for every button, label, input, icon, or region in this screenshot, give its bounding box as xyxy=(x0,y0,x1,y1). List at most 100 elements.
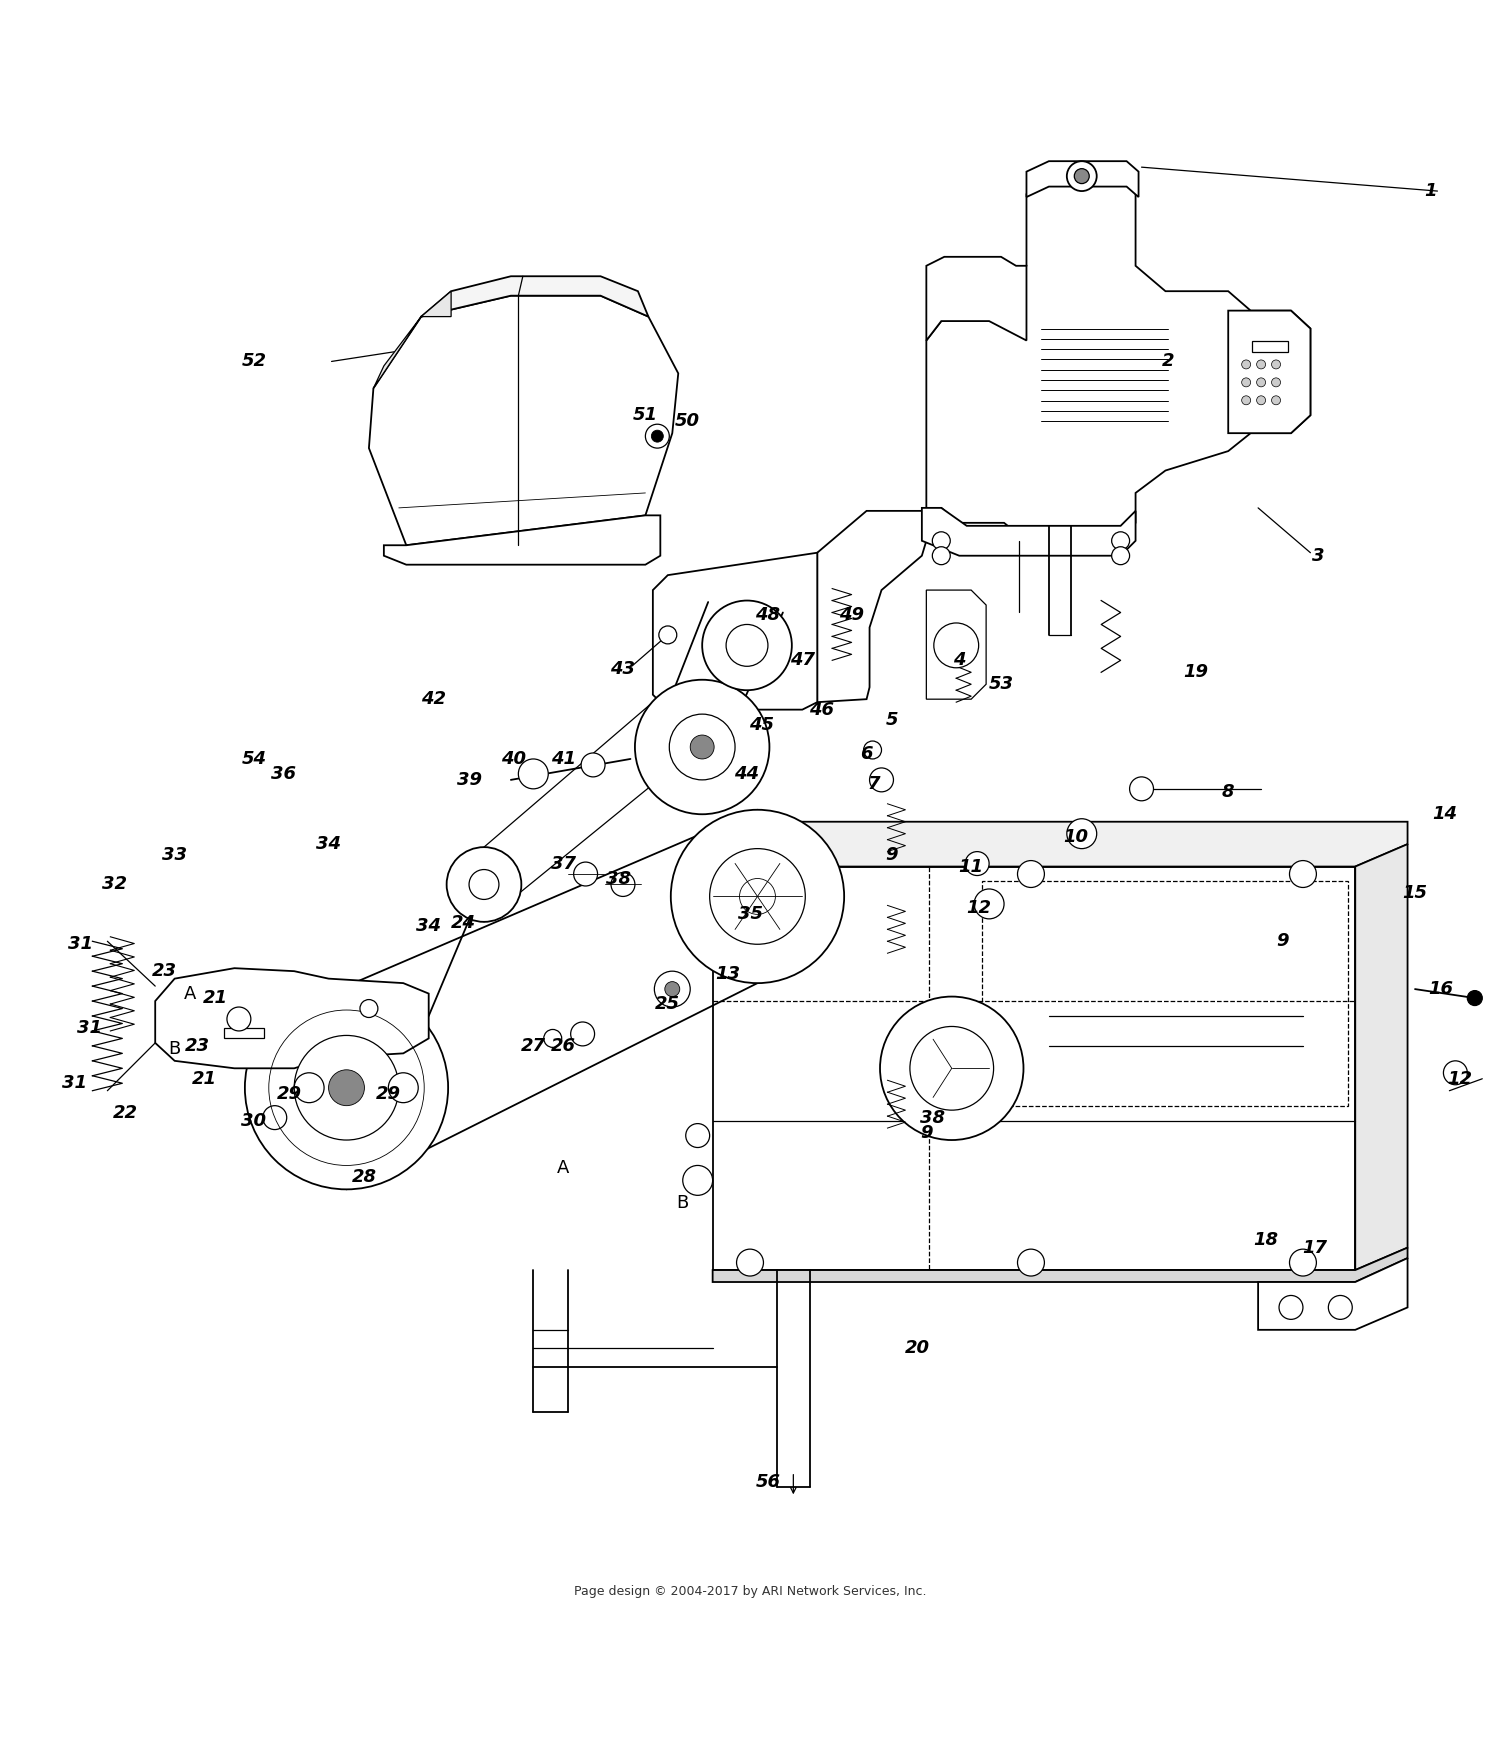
Polygon shape xyxy=(712,822,1407,867)
Circle shape xyxy=(686,1123,709,1148)
Circle shape xyxy=(651,430,663,443)
Text: 4: 4 xyxy=(952,651,966,670)
Circle shape xyxy=(1272,360,1281,368)
Text: 28: 28 xyxy=(352,1169,376,1186)
Circle shape xyxy=(658,626,676,643)
Text: Page design © 2004-2017 by ARI Network Services, Inc.: Page design © 2004-2017 by ARI Network S… xyxy=(573,1585,926,1597)
Polygon shape xyxy=(927,591,986,700)
Circle shape xyxy=(670,809,844,984)
Circle shape xyxy=(1290,1250,1317,1276)
Text: 21: 21 xyxy=(202,989,228,1007)
Circle shape xyxy=(1257,360,1266,368)
Text: 6: 6 xyxy=(861,746,873,763)
Text: 20: 20 xyxy=(904,1338,930,1358)
Polygon shape xyxy=(1356,844,1407,1269)
Circle shape xyxy=(1112,532,1130,550)
Text: 40: 40 xyxy=(501,749,526,769)
Circle shape xyxy=(1257,377,1266,386)
Text: 41: 41 xyxy=(550,749,576,769)
Circle shape xyxy=(470,869,500,899)
Polygon shape xyxy=(422,277,648,317)
Circle shape xyxy=(1112,547,1130,564)
Text: 31: 31 xyxy=(62,1074,87,1093)
Text: 30: 30 xyxy=(242,1112,267,1130)
Text: 23: 23 xyxy=(152,963,177,980)
Polygon shape xyxy=(652,554,818,710)
Text: 56: 56 xyxy=(756,1474,780,1491)
Polygon shape xyxy=(369,296,678,545)
Text: 44: 44 xyxy=(735,765,759,783)
Text: 29: 29 xyxy=(376,1084,400,1102)
Text: 14: 14 xyxy=(1432,806,1458,823)
Circle shape xyxy=(244,986,448,1190)
Text: 24: 24 xyxy=(450,915,476,933)
Text: 49: 49 xyxy=(839,606,864,624)
Text: 11: 11 xyxy=(958,857,984,876)
Circle shape xyxy=(1017,860,1044,887)
Polygon shape xyxy=(1258,1259,1407,1329)
Text: 39: 39 xyxy=(456,770,482,788)
Text: 23: 23 xyxy=(184,1037,210,1054)
Circle shape xyxy=(664,982,680,996)
Circle shape xyxy=(702,601,792,689)
Circle shape xyxy=(934,622,978,668)
Circle shape xyxy=(1242,360,1251,368)
Circle shape xyxy=(328,1070,364,1105)
Text: 15: 15 xyxy=(1402,885,1428,903)
Circle shape xyxy=(1272,377,1281,386)
Polygon shape xyxy=(927,176,1311,541)
Text: 1: 1 xyxy=(1424,182,1436,199)
Circle shape xyxy=(654,971,690,1007)
Text: 17: 17 xyxy=(1302,1239,1328,1257)
Circle shape xyxy=(1066,818,1096,848)
Circle shape xyxy=(740,878,776,915)
Polygon shape xyxy=(927,257,1026,340)
Text: 9: 9 xyxy=(1276,933,1288,950)
Text: 21: 21 xyxy=(192,1070,217,1088)
Text: 31: 31 xyxy=(68,934,93,954)
Circle shape xyxy=(726,624,768,666)
Text: 46: 46 xyxy=(808,700,834,719)
Circle shape xyxy=(964,852,988,876)
Circle shape xyxy=(1290,860,1317,887)
Polygon shape xyxy=(712,867,1356,1269)
Polygon shape xyxy=(1228,310,1311,434)
Circle shape xyxy=(910,1026,993,1111)
Polygon shape xyxy=(1026,160,1138,197)
Circle shape xyxy=(1257,397,1266,405)
Circle shape xyxy=(1066,160,1096,190)
Polygon shape xyxy=(154,968,429,1068)
Text: 33: 33 xyxy=(162,846,188,864)
Text: 12: 12 xyxy=(1448,1070,1473,1088)
Text: 34: 34 xyxy=(316,836,340,853)
Polygon shape xyxy=(922,508,1136,555)
Text: 10: 10 xyxy=(1064,827,1089,846)
Text: 54: 54 xyxy=(242,749,267,769)
Text: 36: 36 xyxy=(272,765,296,783)
Circle shape xyxy=(864,740,882,758)
Circle shape xyxy=(294,1035,399,1141)
Circle shape xyxy=(710,848,806,945)
Text: 47: 47 xyxy=(790,651,814,670)
Polygon shape xyxy=(384,515,660,564)
Polygon shape xyxy=(712,1248,1407,1282)
Circle shape xyxy=(544,1030,561,1047)
Circle shape xyxy=(634,681,770,815)
Circle shape xyxy=(1467,991,1482,1005)
Circle shape xyxy=(610,873,634,896)
Text: 45: 45 xyxy=(750,716,774,733)
Text: 34: 34 xyxy=(416,917,441,936)
Text: 53: 53 xyxy=(988,675,1014,693)
Circle shape xyxy=(933,547,951,564)
Text: 9: 9 xyxy=(885,846,898,864)
Text: 48: 48 xyxy=(756,606,780,624)
Circle shape xyxy=(870,769,894,792)
Text: 18: 18 xyxy=(1252,1231,1278,1250)
Text: 5: 5 xyxy=(885,710,898,730)
Text: 19: 19 xyxy=(1184,663,1208,681)
Text: 9: 9 xyxy=(920,1123,933,1142)
Circle shape xyxy=(388,1074,418,1102)
Text: 38: 38 xyxy=(920,1109,945,1127)
Text: 8: 8 xyxy=(1222,783,1234,800)
Text: 38: 38 xyxy=(606,869,631,887)
